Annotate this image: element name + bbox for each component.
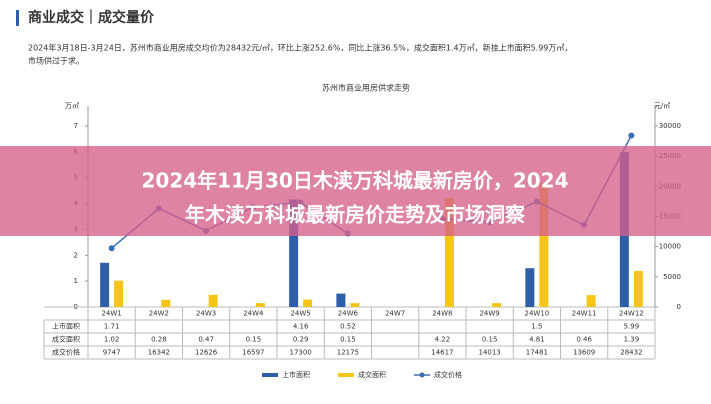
banner-bg <box>0 146 711 236</box>
x-tick-label: 24W1 <box>101 310 121 318</box>
bar <box>525 268 535 307</box>
table-cell: 13609 <box>573 349 595 357</box>
table-cell: 0.52 <box>340 323 356 331</box>
table-cell: 9747 <box>103 349 121 357</box>
legend-swatch <box>419 372 425 378</box>
table-cell: 12626 <box>195 349 218 357</box>
table-cell: 16597 <box>242 349 264 357</box>
table-cell: 28432 <box>620 349 642 357</box>
y2-tick-label: 0 <box>677 303 681 311</box>
description: 2024年3月18日-3月24日，苏州市商业用房成交均价为28432元/㎡，环比… <box>28 43 572 53</box>
bar <box>586 295 596 307</box>
x-tick-label: 24W7 <box>385 310 405 318</box>
y-axis-label: 万㎡ <box>65 102 79 110</box>
legend-label: 成交价格 <box>434 370 462 379</box>
table-cell: 0.15 <box>340 336 356 344</box>
chart-title: 苏州市商业用房供求走势 <box>322 83 410 93</box>
x-tick-label: 24W3 <box>196 310 216 318</box>
table-cell: 4.22 <box>435 336 451 344</box>
title-accent <box>16 10 19 26</box>
x-tick-label: 24W8 <box>432 310 452 318</box>
table-cell: 1.5 <box>531 323 542 331</box>
table-cell: 1.39 <box>624 336 640 344</box>
x-tick-label: 24W10 <box>525 310 550 318</box>
bar <box>289 199 299 307</box>
legend-label: 上市面积 <box>282 370 310 379</box>
page-title: 商业成交｜成交量价 <box>28 9 155 26</box>
table-cell: 4.81 <box>529 336 545 344</box>
bar <box>350 303 360 307</box>
price-point <box>628 132 635 139</box>
table-cell: 17481 <box>526 349 548 357</box>
table-cell: 14013 <box>478 349 500 357</box>
bar <box>633 271 643 307</box>
y-tick-label: 2 <box>74 251 78 259</box>
y2-tick-label: 10000 <box>659 243 681 251</box>
table-cell: 0.15 <box>246 336 262 344</box>
bar <box>100 262 110 307</box>
x-tick-label: 24W4 <box>243 310 264 318</box>
y2-tick-label: 5000 <box>663 273 681 281</box>
x-tick-label: 24W2 <box>149 310 169 318</box>
bar <box>492 303 502 307</box>
table-cell: 1.71 <box>104 323 120 331</box>
table-cell: 1.02 <box>104 336 120 344</box>
banner-text: 年木渎万科城最新房价走势及市场洞察 <box>185 203 526 227</box>
x-tick-label: 24W6 <box>338 310 359 318</box>
table-cell: 14617 <box>431 349 453 357</box>
legend-swatch <box>262 373 278 377</box>
y-tick-label: 7 <box>74 122 78 130</box>
row-label: 上市面积 <box>52 322 80 331</box>
bar <box>114 280 124 307</box>
y-tick-label: 1 <box>74 277 78 285</box>
row-label: 成交面积 <box>52 335 80 344</box>
table-cell: 0.15 <box>482 336 498 344</box>
table-cell: 5.99 <box>624 323 640 331</box>
table-cell: 0.46 <box>576 336 592 344</box>
price-point <box>108 245 115 252</box>
x-tick-label: 24W9 <box>479 310 499 318</box>
table-cell: 0.28 <box>151 336 167 344</box>
legend-swatch <box>338 373 354 377</box>
y2-tick-label: 30000 <box>659 122 681 130</box>
bar <box>303 299 313 307</box>
banner-text: 2024年11月30日木渎万科城最新房价，2024 <box>142 169 569 193</box>
bar <box>161 299 171 307</box>
row-label: 成交价格 <box>52 348 80 357</box>
table-cell: 16342 <box>148 349 170 357</box>
table-cell: 17300 <box>289 349 311 357</box>
bar <box>208 294 218 307</box>
x-tick-label: 24W5 <box>290 310 310 318</box>
x-tick-label: 24W12 <box>619 310 644 318</box>
bar <box>444 197 454 307</box>
table-cell: 12175 <box>337 349 359 357</box>
bar <box>336 293 346 307</box>
legend-label: 成交面积 <box>358 370 386 379</box>
bar <box>255 303 265 307</box>
x-tick-label: 24W11 <box>572 310 597 318</box>
table-cell: 0.47 <box>198 336 214 344</box>
description: 市场供过于求。 <box>28 56 84 66</box>
bar <box>539 182 549 307</box>
table-cell: 4.16 <box>293 323 309 331</box>
y2-axis-label: 元/㎡ <box>654 102 670 110</box>
table-cell: 0.29 <box>293 336 309 344</box>
